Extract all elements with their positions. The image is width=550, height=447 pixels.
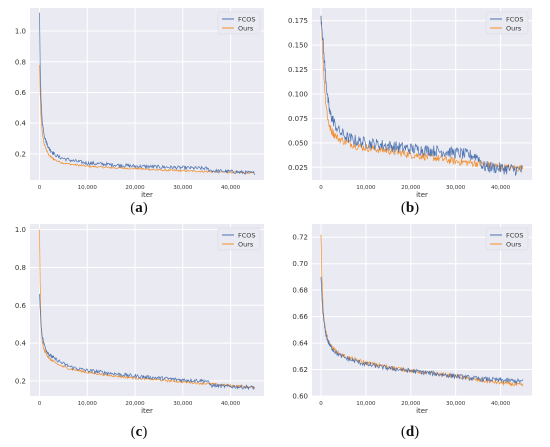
x-tick-label-c-0: 0 (38, 401, 42, 407)
series-line-b-ours (320, 15, 524, 172)
x-tick-label-a-4: 40,000 (221, 185, 241, 191)
y-tick-label-c-0: 0.2 (15, 377, 26, 385)
y-tick-label-b-2: 0.075 (288, 115, 308, 123)
caption-d: (d) (400, 424, 420, 440)
y-tick-label-a-4: 1.0 (15, 28, 26, 36)
y-tick-label-d-5: 0.70 (292, 260, 308, 268)
y-tick-label-b-1: 0.050 (288, 139, 308, 147)
x-tick-label-d-3: 30,000 (446, 401, 466, 407)
x-tick-label-c-3: 30,000 (173, 401, 193, 407)
plot-area-c (30, 224, 264, 396)
y-tick-label-d-2: 0.64 (292, 340, 308, 348)
x-tick-label-d-2: 20,000 (401, 401, 421, 407)
y-tick-label-c-3: 0.8 (15, 264, 26, 272)
y-tick-label-d-6: 0.72 (292, 234, 308, 242)
y-tick-label-c-2: 0.6 (15, 302, 27, 310)
y-tick-label-a-3: 0.8 (15, 58, 26, 66)
y-tick-label-c-4: 1.0 (15, 226, 26, 234)
chart-d: 0 10,000 20,000 30,000 40,000 0.60 0.62 0.64 0.6… (292, 224, 532, 415)
y-tick-label-b-4: 0.125 (288, 66, 308, 74)
caption-b: (b) (400, 200, 420, 216)
y-tick-label-b-6: 0.175 (288, 17, 308, 25)
legend-label-c-ours: Ours (238, 240, 254, 248)
y-tick-label-b-3: 0.100 (288, 91, 308, 99)
series-line-a-fcos (39, 12, 255, 176)
legend-label-b-ours: Ours (506, 24, 522, 32)
x-tick-label-b-0: 0 (319, 185, 323, 191)
x-tick-label-a-1: 10,000 (78, 185, 98, 191)
y-tick-label-b-5: 0.150 (288, 42, 308, 50)
legend-label-b-fcos: FCOS (506, 15, 524, 23)
x-tick-label-c-2: 20,000 (125, 401, 145, 407)
x-tick-label-b-4: 40,000 (491, 185, 511, 191)
legend-label-c-fcos: FCOS (238, 231, 256, 239)
x-axis-label-a: iter (141, 191, 153, 199)
x-tick-label-b-1: 10,000 (356, 185, 376, 191)
x-axis-label-b: iter (416, 191, 428, 199)
series-line-c-ours (39, 229, 255, 390)
x-tick-label-c-1: 10,000 (78, 401, 98, 407)
x-tick-label-d-1: 10,000 (356, 401, 376, 407)
caption-c: (c) (130, 424, 148, 440)
x-tick-label-a-3: 30,000 (173, 185, 193, 191)
y-tick-label-d-0: 0.60 (292, 393, 308, 401)
x-tick-label-c-4: 40,000 (221, 401, 241, 407)
chart-a: 0 10,000 20,000 30,000 40,000 0.2 0.4 0.6 0.8 1.0… (15, 8, 264, 199)
x-axis-label-d: iter (416, 407, 428, 415)
caption-a: (a) (130, 200, 148, 216)
y-tick-label-b-0: 0.025 (288, 164, 308, 172)
x-tick-label-a-2: 20,000 (125, 185, 145, 191)
chart-c: 0 10,000 20,000 30,000 40,000 0.2 0.4 0.6 0.8 1.0… (15, 224, 264, 415)
plot-area-d (312, 224, 532, 396)
y-tick-label-a-2: 0.6 (15, 89, 27, 97)
x-tick-label-d-4: 40,000 (491, 401, 511, 407)
y-tick-label-a-1: 0.4 (15, 120, 27, 128)
x-tick-label-b-3: 30,000 (446, 185, 466, 191)
chart-b: 0 10,000 20,000 30,000 40,000 0.025 0.050 0.075… (288, 8, 532, 199)
legend-label-a-fcos: FCOS (238, 15, 256, 23)
y-tick-label-a-0: 0.2 (15, 150, 26, 158)
legend-label-a-ours: Ours (238, 24, 254, 32)
y-tick-label-d-3: 0.66 (292, 313, 308, 321)
series-line-b-fcos (320, 15, 524, 177)
x-axis-label-c: iter (141, 407, 153, 415)
legend-label-d-ours: Ours (506, 240, 522, 248)
x-tick-label-a-0: 0 (38, 185, 42, 191)
x-tick-label-b-2: 20,000 (401, 185, 421, 191)
x-tick-label-d-0: 0 (319, 401, 323, 407)
y-tick-label-d-1: 0.62 (292, 366, 308, 374)
legend-label-d-fcos: FCOS (506, 231, 524, 239)
y-tick-label-c-1: 0.4 (15, 340, 27, 348)
y-tick-label-d-4: 0.68 (292, 287, 308, 295)
series-line-d-fcos (320, 276, 524, 385)
series-line-c-fcos (39, 293, 255, 391)
plot-area-a (30, 8, 264, 180)
